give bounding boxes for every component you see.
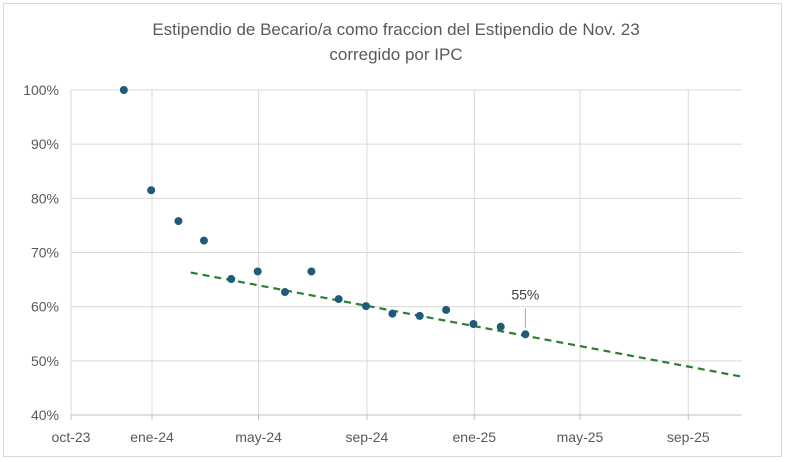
data-point [253,267,262,276]
y-tick-label: 50% [31,353,59,369]
y-tick-label: 70% [31,245,59,261]
x-tick-label: may-24 [235,429,282,445]
chart-frame: Estipendio de Becario/a como fraccion de… [3,3,782,457]
y-tick-label: 40% [31,407,59,423]
data-point [280,288,289,297]
data-point [521,330,530,339]
data-point [415,311,424,320]
data-point [307,267,316,276]
x-tick-label: oct-23 [52,429,91,445]
x-tick-label: sep-25 [667,429,710,445]
chart-title-line-1: Estipendio de Becario/a como fraccion de… [152,20,639,39]
x-tick-label: ene-24 [130,429,174,445]
data-point [496,322,505,331]
data-point [442,305,451,314]
chart-title: Estipendio de Becario/a como fraccion de… [152,20,639,64]
data-point [119,86,128,94]
x-tick-label: ene-25 [453,429,497,445]
data-point [361,302,370,311]
data-point [334,295,343,304]
annotations: 55% [511,286,539,329]
linear-trendline [190,271,742,378]
data-point [227,275,236,284]
data-point [147,186,156,195]
data-point [174,217,183,226]
y-axis-ticks: 40% 50% 60% 70% 80% 90% 100% [23,82,59,423]
x-tick-label: may-25 [557,429,604,445]
x-axis-ticks: oct-23 ene-24 may-24 sep-24 ene-25 may-25 sep-… [52,429,710,445]
gridlines [70,89,742,420]
x-tick-label: sep-24 [345,429,388,445]
trendline-group [190,271,742,378]
y-tick-label: 90% [31,136,59,152]
scatter-chart: Estipendio de Becario/a como fraccion de… [23,20,742,445]
y-tick-label: 60% [31,299,59,315]
chart-title-line-2: corregido por IPC [329,45,462,64]
data-point [469,320,478,328]
data-point [199,236,208,245]
data-point [388,309,397,318]
y-tick-label: 80% [31,190,59,206]
data-points [119,86,530,339]
y-tick-label: 100% [23,82,59,98]
data-label: 55% [511,286,539,302]
